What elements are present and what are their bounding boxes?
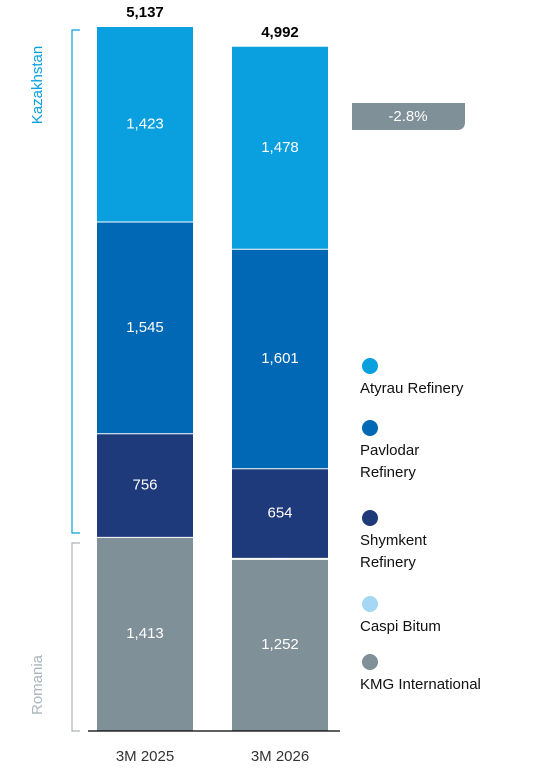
legend-marker <box>362 420 378 436</box>
annotation-box <box>352 103 465 130</box>
legend-label: Pavlodar Refinery <box>360 442 420 481</box>
data-label: 654 <box>267 504 292 521</box>
data-label: 1,545 <box>126 319 164 336</box>
group-bracket <box>71 29 80 534</box>
bar-segment <box>232 468 328 559</box>
total-label: 4,992 <box>261 24 299 41</box>
data-label: 1,601 <box>261 350 299 367</box>
bar-segment <box>97 27 193 223</box>
data-label: 1,252 <box>261 636 299 653</box>
x-tick-label: 3M 2026 <box>251 748 309 765</box>
legend-marker <box>362 358 378 374</box>
legend-label: Caspi Bitum <box>360 618 441 635</box>
bar-segment <box>232 249 328 469</box>
group-label: Romania <box>29 654 46 715</box>
legend-marker <box>362 654 378 670</box>
legend-label: KMG International <box>360 676 481 693</box>
group-label: Kazakhstan <box>29 46 46 124</box>
data-label: 1,413 <box>126 625 164 642</box>
bar-segment <box>97 537 193 731</box>
data-label: 1,423 <box>126 115 164 132</box>
annotation: -2.8% <box>388 108 427 125</box>
bar-segment <box>97 222 193 434</box>
bar-segment <box>97 433 193 538</box>
legend-marker <box>362 596 378 612</box>
data-label: 756 <box>132 477 157 494</box>
bar-segment <box>232 558 328 560</box>
legend-marker <box>362 510 378 526</box>
legend-label: Atyrau Refinery <box>360 380 464 397</box>
x-tick-label: 3M 2025 <box>116 748 174 765</box>
data-label: 1,478 <box>261 139 299 156</box>
total-label: 5,137 <box>126 4 164 21</box>
bar-segment <box>232 46 328 250</box>
legend-label: Shymkent Refinery <box>360 532 427 571</box>
bar-segment <box>232 559 328 731</box>
group-bracket <box>71 542 80 732</box>
